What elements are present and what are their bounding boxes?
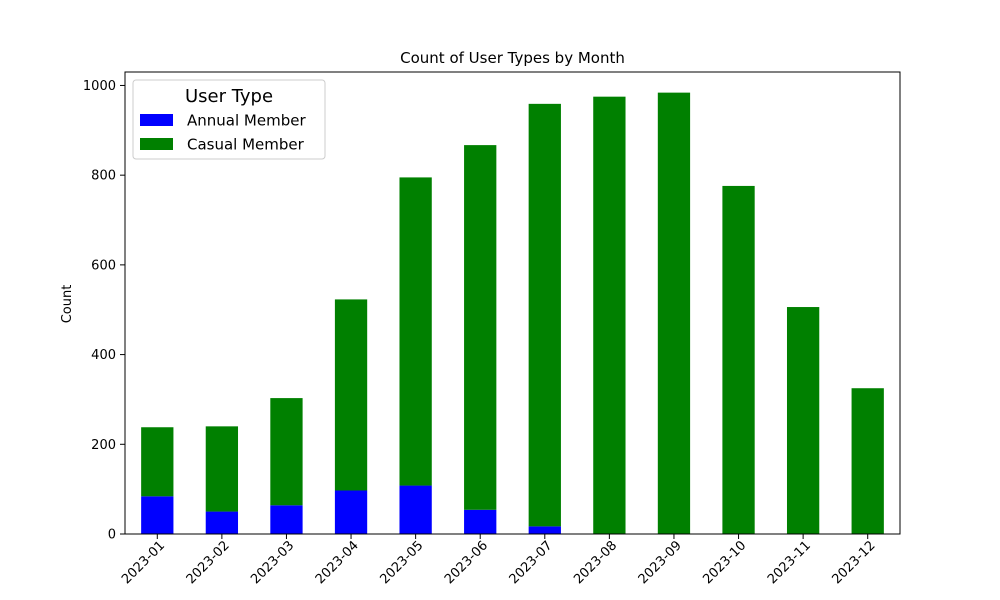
x-tick-label: 2023-08	[571, 538, 620, 587]
bar-casual-member-2023-03	[270, 398, 303, 506]
bar-casual-member-2023-04	[334, 299, 368, 491]
legend-label: Annual Member	[187, 112, 306, 130]
legend-label: Casual Member	[187, 136, 305, 154]
x-tick-label: 2023-01	[119, 538, 168, 587]
legend-items: Annual Member Casual Member	[140, 112, 306, 154]
x-tick-label: 2023-11	[765, 538, 814, 587]
legend: User Type Annual Member Casual Member	[132, 79, 326, 160]
bar-casual-member-2023-06	[464, 145, 497, 510]
legend-swatch-casual-member	[140, 138, 173, 150]
plot-frame	[124, 71, 901, 535]
y-tick-label: 600	[91, 258, 116, 273]
legend-box	[132, 79, 326, 160]
x-tick-label: 2023-06	[442, 538, 491, 587]
bar-casual-member-2023-02	[205, 426, 239, 512]
y-tick-label: 0	[108, 528, 116, 543]
x-tick-label: 2023-02	[184, 538, 233, 587]
x-tick-label: 2023-03	[248, 538, 297, 587]
y-tick-label: 400	[91, 348, 116, 363]
x-tick-label: 2023-10	[700, 538, 749, 587]
bars-group	[141, 92, 884, 535]
bar-casual-member-2023-10	[722, 185, 755, 534]
bar-casual-member-2023-12	[851, 388, 884, 534]
y-axis: 0 200 400 600 800 1000	[83, 79, 125, 543]
y-tick-label: 1000	[83, 79, 116, 94]
bar-casual-member-2023-09	[657, 92, 691, 535]
bar-casual-member-2023-05	[399, 177, 432, 486]
bar-casual-member-2023-07	[528, 103, 561, 527]
x-tick-label: 2023-05	[377, 538, 426, 587]
bar-annual-member-2023-02	[205, 511, 239, 534]
x-tick-label: 2023-04	[313, 538, 362, 587]
bar-annual-member-2023-05	[399, 485, 432, 534]
bar-annual-member-2023-07	[528, 526, 561, 534]
x-axis: 2023-01 2023-02 2023-03 2023-04 2023-05 2023-…	[119, 534, 879, 587]
x-tick-label: 2023-09	[636, 538, 685, 587]
legend-title: User Type	[185, 86, 273, 107]
y-tick-label: 800	[91, 169, 116, 184]
bar-annual-member-2023-06	[464, 509, 497, 534]
bar-casual-member-2023-01	[141, 427, 174, 497]
legend-swatch-annual-member	[140, 114, 173, 126]
y-tick-label: 200	[91, 438, 116, 453]
x-tick-label: 2023-07	[507, 538, 556, 587]
chart-title: Count of User Types by Month	[400, 49, 625, 67]
bar-casual-member-2023-11	[786, 307, 820, 534]
bar-casual-member-2023-08	[593, 96, 626, 534]
bar-annual-member-2023-04	[334, 490, 368, 534]
bar-annual-member-2023-01	[141, 496, 174, 534]
x-tick-label: 2023-12	[830, 538, 879, 587]
y-axis-label: Count	[60, 285, 75, 324]
bar-annual-member-2023-03	[270, 505, 303, 534]
